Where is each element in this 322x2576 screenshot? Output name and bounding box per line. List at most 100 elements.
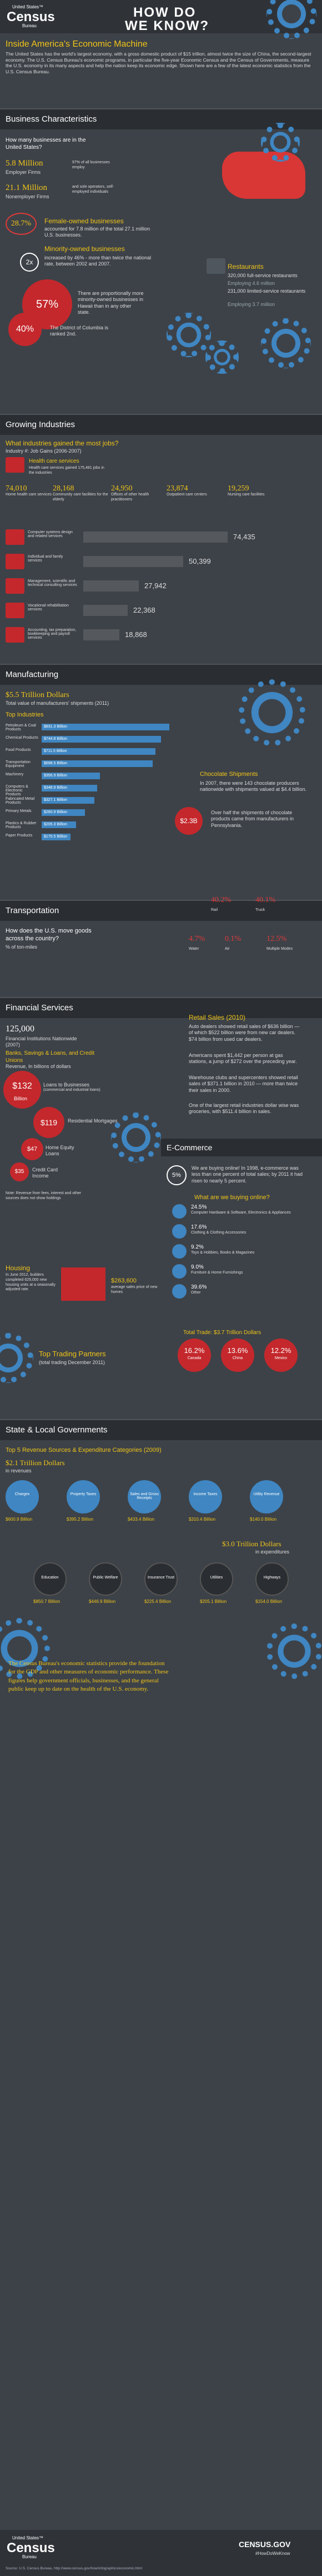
gov-exp-sub: in expenditures <box>255 1549 290 1555</box>
intro-body: The United States has the world's larges… <box>6 51 311 74</box>
health-col: 19,259 Nursing care facilities <box>228 484 265 497</box>
trade-partner-circle: 12.2% Mexico <box>264 1339 298 1372</box>
gov-revenue-value: $310.4 Billion <box>189 1517 216 1522</box>
footer-logo-small: United States™ <box>12 2535 44 2540</box>
health-col: 23,874 Outpatient care centers <box>167 484 207 497</box>
growth-row-label: Accounting, tax preparation, bookkeeping… <box>28 628 77 640</box>
gov-revenue-circle: Utility Revenue <box>250 1480 283 1513</box>
ecommerce-item-value: 9.0% <box>191 1264 204 1270</box>
mfg-bar: $205.3 Billion <box>42 821 76 828</box>
gov-expenditure-circle: Highways <box>255 1562 289 1596</box>
growth-row-icon <box>6 578 24 594</box>
gov-revenue-label: Charges <box>14 1492 30 1496</box>
footer-url[interactable]: CENSUS.GOV <box>239 2540 291 2549</box>
health-col: 24,950 Offices of other health practition… <box>111 484 149 502</box>
housing-title: Housing <box>6 1264 31 1272</box>
transport-mode-label: Multiple Modes <box>266 947 293 951</box>
trade-partner-label: China <box>232 1356 243 1360</box>
health-col: 74,010 Home health care services <box>6 484 52 497</box>
banks-sub: Revenue, In billions of dollars <box>6 1064 71 1069</box>
gov-revenue-circle: Sales and Gross Receipts <box>128 1480 161 1513</box>
minority-mult: 2x <box>26 258 33 266</box>
ecommerce-item-value: 39.6% <box>191 1284 207 1290</box>
ecommerce-item-label: Toys & Hobbies, Books & Magazines <box>191 1251 255 1255</box>
mfg-bar-label: Fabricated Metal Products <box>6 797 35 805</box>
transport-question: How does the U.S. move goods across the … <box>6 928 92 942</box>
restaurants-line1: 320,000 full-service restaurants <box>228 273 298 278</box>
chocolate-title: Chocolate Shipments <box>200 771 258 778</box>
pct40-circle: 40% <box>8 313 42 346</box>
logo-small: United States™ <box>12 4 44 9</box>
retail-b4: One of the largest retail industries dol… <box>189 1102 299 1115</box>
stat-nonemployer-firms: 21.1 Million <box>6 183 48 192</box>
minority-title: Minority-owned businesses <box>44 245 125 253</box>
growth-row-icon <box>6 627 24 643</box>
page-title-line1: HOW DO <box>133 5 197 20</box>
retail-title: Retail Sales (2010) <box>189 1014 246 1021</box>
mortgage-circle: $119 <box>33 1107 64 1138</box>
loans-label: Loans to Businesses <box>43 1082 90 1087</box>
gov-exp-total: $3.0 Trillion Dollars <box>222 1540 281 1548</box>
retail-b2: Americans spent $1,442 per person at gas… <box>189 1053 297 1065</box>
ecommerce-pie-icon <box>172 1244 187 1259</box>
financial-note: Note: Revenue from fees, interest and ot… <box>6 1191 82 1200</box>
female-body: accounted for 7.8 million of the total 2… <box>44 226 150 238</box>
trade-partner-value: 12.2% <box>270 1346 291 1355</box>
trade-partner-value: 13.6% <box>227 1346 248 1355</box>
mfg-bar-label: Plastics & Rubber Products <box>6 821 37 829</box>
ecommerce-items: 24.5% Computer Hardware & Software, Elect… <box>172 1204 316 1315</box>
trade-partner-circle: 13.6% China <box>221 1339 254 1372</box>
growth-rows: Computer systems design and related serv… <box>0 529 322 651</box>
growth-row-value: 22,368 <box>133 606 155 614</box>
growth-row-bar <box>83 532 228 543</box>
section-business-header: Business Characteristics <box>0 108 322 129</box>
health-care-icon <box>6 457 24 473</box>
loans-sub: (commercial and industrial loans) <box>43 1088 100 1092</box>
gear-icon <box>111 1112 161 1162</box>
gov-revenue-label: Property Taxes <box>70 1492 97 1496</box>
mfg-bar-label: Petroleum & Coal Products <box>6 724 36 731</box>
gov-expenditure-value: $225.4 Billion <box>144 1599 172 1604</box>
health-body: Health care services gained 175,481 jobs… <box>29 466 104 475</box>
section-financial-header: Financial Services <box>0 997 322 1018</box>
chocolate-body2: Over half the shipments of chocolate pro… <box>211 810 294 828</box>
transport-mode-value: 0.1% <box>225 935 242 943</box>
growth-row-icon <box>6 554 24 569</box>
header: United States™ Census Bureau HOW DO WE K… <box>0 0 322 39</box>
us-map-icon <box>222 152 305 199</box>
gov-revenue-value: $433.4 Billion <box>128 1517 155 1522</box>
growth-row-label: Vocational rehabilitation services <box>28 604 69 612</box>
transport-sub: % of ton-miles <box>6 944 38 950</box>
gear-icon <box>239 679 305 746</box>
minority-mult-circle: 2x <box>20 253 39 272</box>
intro: Inside America's Economic Machine The Un… <box>0 33 322 84</box>
growth-row-icon <box>6 603 24 618</box>
minority-body: increased by 46% - more than twice the n… <box>44 255 152 267</box>
gear-icon <box>0 1333 33 1383</box>
ecommerce-question: What are we buying online? <box>194 1194 270 1201</box>
credit-card-label: Credit Card Income <box>32 1167 58 1179</box>
mfg-bar-label: Food Products <box>6 748 31 752</box>
footer-source[interactable]: Source: U.S. Census Bureau, http://www.c… <box>6 2567 143 2570</box>
manufacturing-total: $5.5 Trillion Dollars <box>6 691 69 699</box>
pct57: 57% <box>36 298 59 310</box>
stat-employer-firms: 5.8 Million <box>6 159 43 168</box>
house-icon <box>61 1267 105 1301</box>
mfg-bar: $831.3 Billion <box>42 724 169 730</box>
gov-expenditure-label: Utilities <box>210 1576 223 1580</box>
restaurants-line3: 231,000 limited-service restaurants <box>228 288 306 294</box>
gear-icon <box>205 340 239 374</box>
gov-expenditure-label: Insurance Trust <box>147 1576 175 1580</box>
gov-revenue-label: Income Taxes <box>193 1492 218 1496</box>
gov-expenditure-circle: Public Welfare <box>89 1562 122 1596</box>
business-question: How many businesses are in the United St… <box>6 137 86 151</box>
gov-revenue-value: $395.2 Billion <box>67 1517 94 1522</box>
gov-revenue-value: $600.9 Billion <box>6 1517 33 1522</box>
growth-row-bar <box>83 580 139 592</box>
banks-title: Banks, Savings & Loans, and Credit Union… <box>6 1050 95 1064</box>
transport-mode-label: Air <box>225 947 230 951</box>
transport-mode-value: 12.5% <box>266 935 287 943</box>
footer-hashtag: #HowDoWeKnow <box>255 2551 290 2556</box>
ecommerce-item-value: 9.2% <box>191 1244 204 1250</box>
